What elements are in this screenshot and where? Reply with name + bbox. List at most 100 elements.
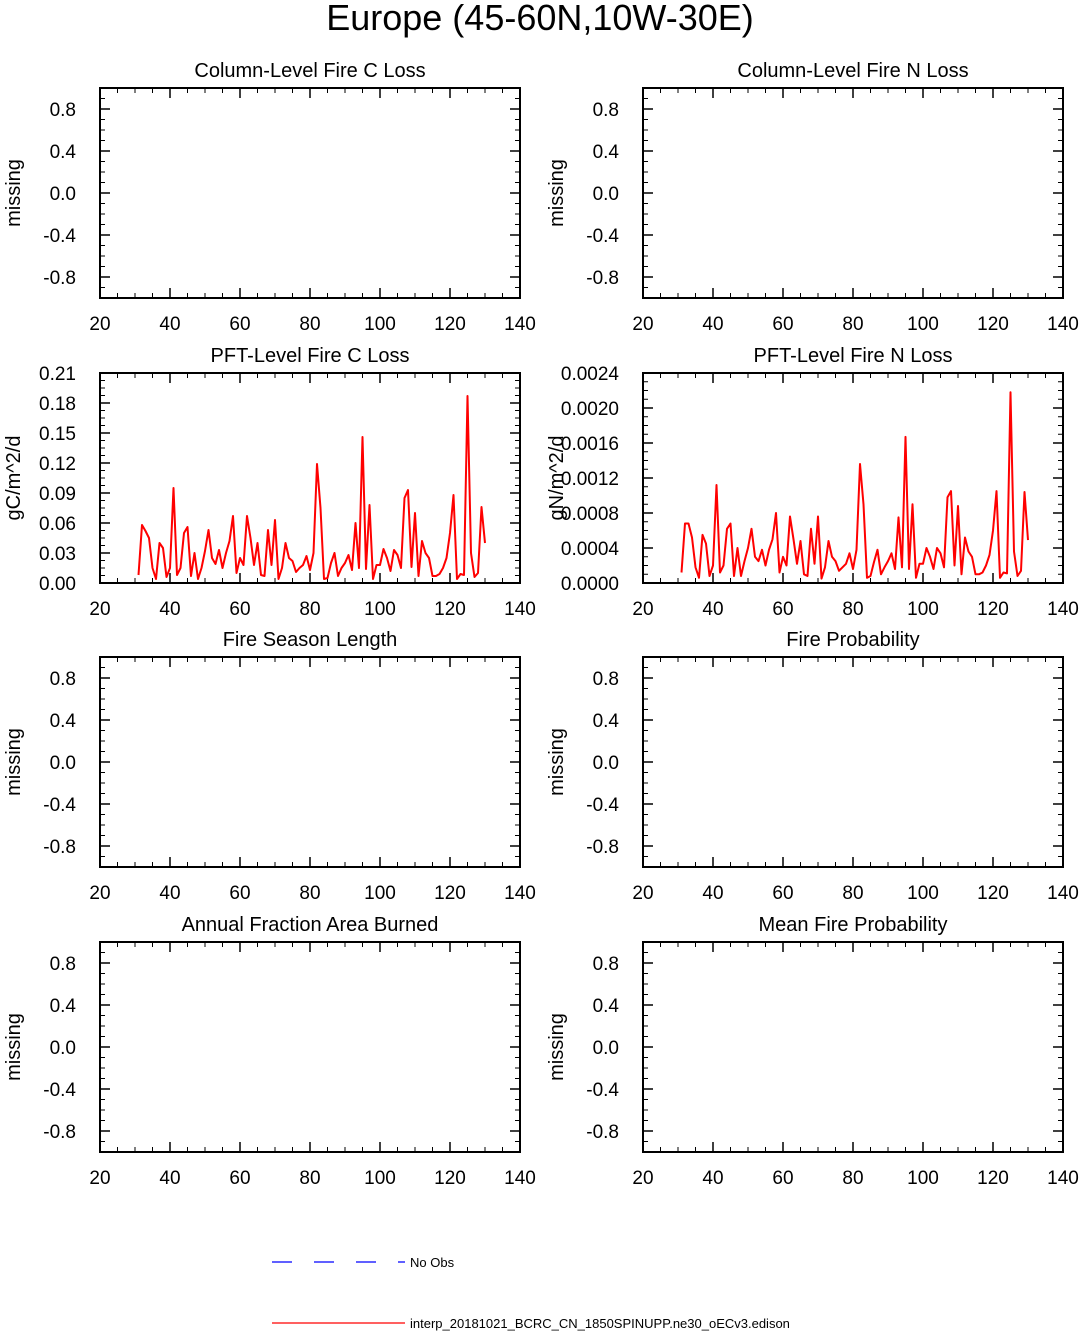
- x-tick-label: 60: [229, 599, 250, 620]
- panel-p2: 20 40 60 80 100 120 140 0.8 0.4 0.0 -0.4 -0.8 Column…: [546, 60, 1079, 335]
- y-tick-label: 0.12: [39, 454, 76, 475]
- x-tick-label: 60: [229, 1168, 250, 1189]
- y-tick-label: 0.8: [593, 954, 619, 975]
- y-tick-label: 0.4: [593, 996, 620, 1017]
- y-tick-label: 0.8: [50, 669, 76, 690]
- x-tick-label: 40: [159, 314, 180, 335]
- x-tick-label: 40: [159, 1168, 180, 1189]
- panel-title: Fire Season Length: [223, 629, 398, 651]
- panel-p5: 20 40 60 80 100 120 140 0.8 0.4 0.0 -0.4 -0.8 Fire S…: [3, 629, 536, 904]
- x-tick-label: 80: [299, 1168, 320, 1189]
- x-tick-label: 120: [977, 883, 1009, 904]
- y-tick-label: -0.4: [586, 226, 619, 247]
- panel-title: Column-Level Fire C Loss: [194, 60, 425, 82]
- x-tick-label: 140: [1047, 883, 1079, 904]
- y-tick-label: 0.0020: [561, 399, 619, 420]
- x-tick-label: 20: [632, 314, 653, 335]
- x-tick-label: 120: [434, 883, 466, 904]
- y-axis-label: gC/m^2/d: [3, 436, 25, 521]
- x-tick-label: 40: [702, 883, 723, 904]
- y-tick-label: 0.0012: [561, 469, 619, 490]
- plot-frame: [642, 87, 1064, 299]
- y-axis-label: missing: [546, 159, 568, 227]
- x-tick-label: 120: [977, 599, 1009, 620]
- y-tick-label: -0.8: [43, 268, 76, 289]
- x-tick-label: 40: [159, 599, 180, 620]
- x-tick-label: 80: [299, 883, 320, 904]
- x-tick-label: 100: [364, 1168, 396, 1189]
- legend-label: interp_20181021_BCRC_CN_1850SPINUPP.ne30…: [410, 1316, 790, 1331]
- y-tick-label: -0.8: [586, 1122, 619, 1143]
- x-tick-label: 140: [504, 1168, 536, 1189]
- x-tick-label: 100: [907, 599, 939, 620]
- panel-title: Mean Fire Probability: [759, 914, 948, 936]
- y-tick-label: 0.06: [39, 514, 76, 535]
- x-tick-label: 80: [299, 599, 320, 620]
- x-tick-label: 60: [772, 599, 793, 620]
- y-tick-label: -0.4: [43, 1080, 76, 1101]
- y-tick-label: 0.4: [593, 711, 620, 732]
- x-tick-label: 120: [977, 1168, 1009, 1189]
- y-tick-label: -0.4: [586, 795, 619, 816]
- x-tick-label: 140: [1047, 314, 1079, 335]
- y-tick-label: 0.09: [39, 484, 76, 505]
- x-tick-label: 100: [907, 1168, 939, 1189]
- x-tick-label: 60: [772, 1168, 793, 1189]
- y-tick-label: 0.0024: [561, 364, 620, 385]
- y-tick-label: 0.0: [593, 753, 619, 774]
- x-tick-label: 20: [89, 1168, 110, 1189]
- x-tick-label: 60: [229, 883, 250, 904]
- series-line: [680, 391, 1029, 580]
- x-tick-label: 40: [702, 1168, 723, 1189]
- panel-p8: 20 40 60 80 100 120 140 0.8 0.4 0.0 -0.4 -0.8 Mean F…: [546, 914, 1079, 1189]
- panel-title: Column-Level Fire N Loss: [737, 60, 968, 82]
- y-tick-label: -0.8: [586, 837, 619, 858]
- y-tick-label: 0.15: [39, 424, 76, 445]
- y-tick-label: -0.8: [586, 268, 619, 289]
- legend-label: No Obs: [410, 1255, 455, 1270]
- panel-p4: 20 40 60 80 100 120 140 0.0024 0.0020 0.0016 0.001…: [546, 345, 1079, 620]
- panel-title: Annual Fraction Area Burned: [182, 914, 439, 936]
- x-tick-label: 120: [434, 599, 466, 620]
- x-tick-label: 20: [632, 883, 653, 904]
- y-tick-label: -0.8: [43, 1122, 76, 1143]
- x-tick-label: 20: [89, 599, 110, 620]
- panels-group: 20 40 60 80 100 120 140 0.8 0.4 0.0 -0.4 -0.8 Column…: [3, 60, 1079, 1189]
- plot-frame: [99, 87, 521, 299]
- y-axis-label: missing: [3, 1013, 25, 1081]
- y-tick-label: -0.4: [43, 795, 76, 816]
- y-tick-label: 0.8: [50, 100, 76, 121]
- plot-frame: [642, 941, 1064, 1153]
- y-tick-label: 0.4: [50, 711, 77, 732]
- y-tick-label: 0.21: [39, 364, 76, 385]
- panel-p6: 20 40 60 80 100 120 140 0.8 0.4 0.0 -0.4 -0.8 Fire P…: [546, 629, 1079, 904]
- plot-frame: [642, 656, 1064, 868]
- y-tick-label: 0.0: [593, 1038, 619, 1059]
- y-tick-label: 0.0004: [561, 539, 620, 560]
- y-tick-label: 0.8: [593, 100, 619, 121]
- panel-title: Fire Probability: [786, 629, 919, 651]
- y-axis-label: missing: [3, 728, 25, 796]
- y-tick-label: -0.4: [43, 226, 76, 247]
- y-tick-label: 0.0: [593, 184, 619, 205]
- y-tick-label: 0.8: [593, 669, 619, 690]
- x-tick-label: 140: [1047, 1168, 1079, 1189]
- x-tick-label: 80: [299, 314, 320, 335]
- x-tick-label: 100: [364, 883, 396, 904]
- plot-frame: [99, 656, 521, 868]
- figure-legend: No Obs interp_20181021_BCRC_CN_1850SPINUP…: [272, 1255, 790, 1331]
- x-tick-label: 140: [504, 883, 536, 904]
- panel-p1: 20 40 60 80 100 120 140 0.8 0.4 0.0 -0.4 -0.8 Column…: [3, 60, 536, 335]
- x-tick-label: 20: [89, 314, 110, 335]
- y-tick-label: 0.0: [50, 184, 76, 205]
- y-tick-label: 0.4: [50, 142, 77, 163]
- x-tick-label: 120: [434, 1168, 466, 1189]
- panel-title: PFT-Level Fire C Loss: [211, 345, 410, 367]
- y-tick-label: -0.8: [43, 837, 76, 858]
- x-tick-label: 40: [159, 883, 180, 904]
- panel-title: PFT-Level Fire N Loss: [754, 345, 953, 367]
- x-tick-label: 80: [842, 1168, 863, 1189]
- x-tick-label: 80: [842, 599, 863, 620]
- panel-p3: 20 40 60 80 100 120 140 0.21 0.18 0.15 0.12 0.09 0.0…: [3, 345, 536, 620]
- x-tick-label: 60: [772, 883, 793, 904]
